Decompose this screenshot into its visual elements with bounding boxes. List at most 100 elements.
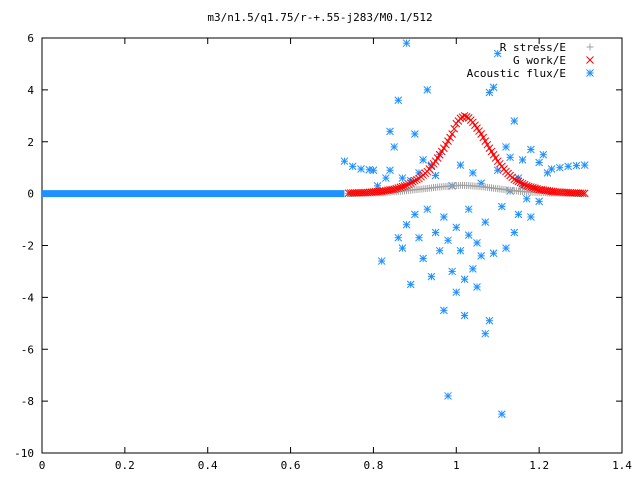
data-point [479,133,488,142]
data-point [413,175,421,184]
data-point [400,182,409,190]
axis-ticks: 0 0.2 0.4 0.6 0.8 1 1.2 1.4 6 4 2 0 -2 -4 -6 -8 -10 [14,32,632,472]
data-point [535,158,543,167]
data-point [452,288,461,297]
y-tick-label: 4 [27,84,34,97]
data-point [450,124,459,133]
legend-label: Acoustic flux/E [467,67,566,80]
data-point [464,231,473,239]
data-point [452,223,461,232]
data-point [460,311,469,320]
data-point [398,174,407,182]
data-point [357,165,365,173]
data-point [369,166,378,175]
plot-frame [41,37,623,454]
data-point [543,169,552,177]
data-point [448,267,456,276]
data-point [406,179,415,187]
data-point [402,220,411,229]
data-point [446,133,454,142]
data-point [398,182,407,191]
data-point [386,127,394,136]
data-point [406,280,415,289]
data-point [514,177,523,186]
acoustic-flux-baseline-band [42,190,345,198]
data-point [510,228,519,237]
data-point [456,161,465,169]
legend-label: R stress/E [500,41,566,54]
data-point [481,329,490,338]
data-point [419,156,427,164]
chart-title: m3/n1.5/q1.75/r-+.55-j283/M0.1/512 [207,11,432,24]
x-tick-label: 1.4 [612,459,632,472]
data-point [527,145,535,154]
y-tick-label: -8 [21,395,34,408]
data-point [440,306,448,315]
x-tick-label: 0 [39,459,46,472]
data-point [427,272,436,281]
data-point [411,210,419,219]
data-point [520,180,529,189]
data-point [448,130,456,138]
data-point [527,213,535,221]
data-point [394,184,403,192]
data-point [580,189,589,198]
data-point [402,39,411,48]
data-point [382,174,390,182]
data-point [462,112,471,121]
data-point [377,257,386,265]
y-tick-label: 0 [27,188,34,201]
data-point [489,83,498,92]
data-point [408,178,417,186]
data-point [539,150,548,159]
data-point [502,244,510,252]
data-point [514,210,523,219]
data-point [394,233,403,242]
data-point [456,246,465,255]
data-point [483,140,492,149]
data-point [473,283,481,291]
data-point [456,114,465,123]
data-point [498,410,506,418]
data-point [404,180,413,189]
data-point [481,218,490,227]
data-point [444,137,452,145]
y-tick-label: -4 [21,291,35,304]
data-point [440,213,448,221]
data-point [535,197,543,206]
legend-marker [586,56,594,64]
data-point [415,169,423,177]
x-tick-label: 0.6 [281,459,301,472]
data-point [411,176,419,185]
data-point [516,178,525,187]
y-tick-label: -2 [21,240,34,253]
y-tick-label: 6 [27,32,34,45]
data-point [502,143,510,151]
data-point [431,228,440,237]
data-point [431,171,440,180]
data-point [510,175,519,184]
data-point [440,144,448,153]
y-tick-label: -6 [21,343,34,356]
legend-marker [586,43,594,51]
data-point [469,169,477,177]
data-point [547,165,556,173]
data-point [398,244,407,252]
data-point [489,249,498,258]
data-point [473,239,481,247]
data-point [498,202,506,211]
data-point [512,176,521,185]
data-point [493,49,502,58]
data-point [572,161,581,170]
data-point [365,165,374,174]
x-tick-label: 0.8 [363,459,383,472]
data-point [522,194,531,203]
data-point [460,111,469,120]
legend-marker [586,69,594,77]
legend-label: G work/E [513,54,566,67]
data-point [411,130,419,138]
data-point [348,162,357,171]
x-tick-label: 0.4 [198,459,218,472]
